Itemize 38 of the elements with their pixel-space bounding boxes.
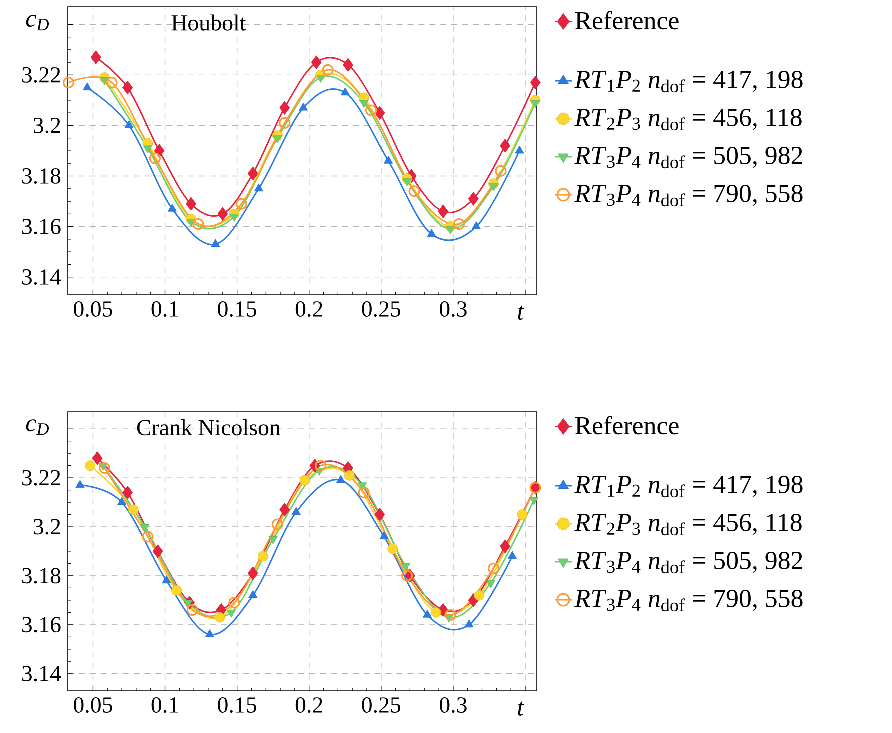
legend-label: RT$_{2}$P$_{3}$ n$_{dof}$ = 456, 118 [574, 108, 802, 131]
x-tick-label: 0.3 [440, 301, 467, 318]
x-axis-title: t [518, 306, 525, 320]
x-axis-title: t [518, 702, 525, 716]
y-tick-label: 3.2 [34, 519, 60, 535]
legend-label: Reference [576, 416, 679, 435]
x-tick-label: 0.15 [218, 697, 256, 714]
x-tick-label: 0.2 [296, 697, 322, 714]
x-tick-label: 0.2 [296, 301, 322, 318]
y-tick-label: 3.22 [22, 470, 60, 486]
x-tick-label: 0.1 [152, 301, 178, 318]
y-axis-title: c$_{D}$ [26, 15, 50, 31]
x-tick-label: 0.05 [74, 301, 112, 318]
chart-title: Houbolt [172, 14, 246, 31]
legend-label: RT$_{3}$P$_{4}$ n$_{dof}$ = 505, 982 [574, 552, 802, 574]
y-tick-label: 3.18 [22, 168, 61, 184]
legend-label: RT$_{1}$P$_{2}$ n$_{dof}$ = 417, 198 [574, 476, 803, 498]
legend-label: RT$_{3}$P$_{4}$ n$_{dof}$ = 505, 982 [574, 146, 802, 169]
y-tick-label: 3.22 [22, 67, 60, 83]
legend-label: RT$_{3}$P$_{4}$ n$_{dof}$ = 790, 558 [574, 184, 803, 207]
y-tick-label: 3.16 [22, 617, 61, 633]
y-tick-label: 3.2 [34, 118, 60, 134]
legend-label: Reference [576, 11, 679, 30]
y-axis-title: c$_{D}$ [26, 420, 50, 436]
x-tick-label: 0.3 [440, 697, 467, 714]
y-tick-label: 3.18 [22, 568, 61, 584]
x-tick-label: 0.1 [152, 697, 178, 714]
y-tick-label: 3.14 [22, 270, 62, 286]
x-tick-label: 0.25 [362, 697, 401, 714]
x-tick-label: 0.25 [362, 301, 401, 318]
x-tick-label: 0.05 [74, 697, 112, 714]
legend-label: RT$_{2}$P$_{3}$ n$_{dof}$ = 456, 118 [574, 514, 802, 536]
legend-label: RT$_{3}$P$_{4}$ n$_{dof}$ = 790, 558 [574, 590, 803, 612]
x-tick-label: 0.15 [218, 301, 256, 318]
y-tick-label: 3.14 [22, 666, 62, 682]
chart-title: Crank Nicolson [137, 419, 281, 436]
legend-label: RT$_{1}$P$_{2}$ n$_{dof}$ = 417, 198 [574, 70, 803, 93]
y-tick-label: 3.16 [22, 219, 61, 235]
